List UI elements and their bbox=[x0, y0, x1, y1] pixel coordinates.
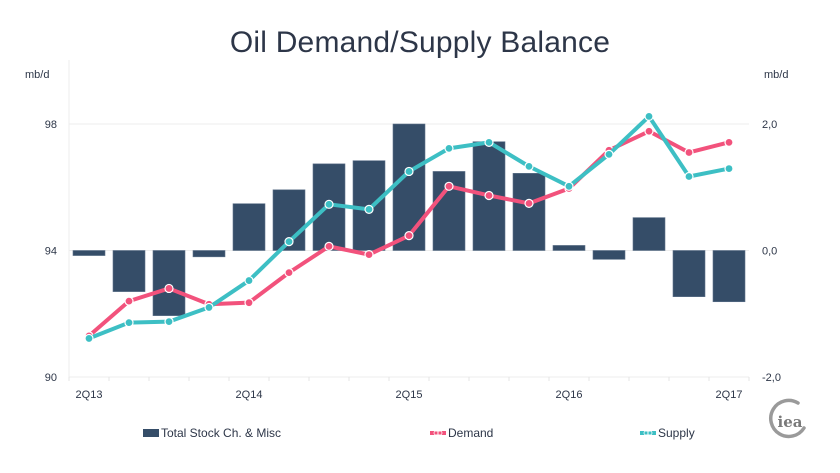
supply-point bbox=[324, 199, 334, 209]
line-series bbox=[84, 111, 734, 344]
demand-point bbox=[244, 298, 254, 308]
supply-point bbox=[404, 166, 414, 177]
supply-point bbox=[124, 318, 134, 328]
legend-label-supply: Supply bbox=[658, 426, 695, 440]
legend-label-demand: Demand bbox=[448, 426, 494, 440]
demand-point bbox=[164, 283, 174, 294]
x-tick-label: 2Q16 bbox=[556, 389, 583, 401]
bar bbox=[152, 250, 186, 316]
bar bbox=[672, 250, 706, 297]
supply-point bbox=[644, 111, 654, 122]
demand-point bbox=[724, 137, 734, 147]
supply-point bbox=[164, 317, 174, 327]
demand-point bbox=[284, 268, 294, 278]
legend-item-demand[interactable]: Demand bbox=[430, 426, 493, 440]
y-left-tick-label: 94 bbox=[45, 246, 57, 258]
demand-point bbox=[404, 231, 414, 241]
left-axis-unit: mb/d bbox=[25, 69, 50, 81]
bar bbox=[112, 250, 146, 292]
legend-swatch-demand bbox=[430, 426, 446, 440]
legend-label-stock: Total Stock Ch. & Misc bbox=[161, 426, 282, 440]
supply-point bbox=[284, 237, 294, 247]
y-left-tick-label: 90 bbox=[45, 372, 57, 384]
bar-series bbox=[72, 123, 746, 316]
supply-point bbox=[564, 181, 574, 191]
demand-point bbox=[684, 147, 694, 158]
iea-logo: iea bbox=[769, 398, 806, 439]
bar bbox=[552, 245, 586, 251]
x-tick-label: 2Q15 bbox=[396, 389, 423, 401]
supply-point bbox=[444, 143, 454, 153]
supply-point bbox=[204, 302, 214, 313]
demand-point bbox=[124, 296, 134, 306]
axes: 90 94 98 -2,0 0,0 2,0 2Q13 2Q14 2Q15 2Q16 2Q17 bbox=[45, 60, 781, 401]
supply-point bbox=[244, 275, 254, 286]
legend-swatch-supply bbox=[640, 426, 656, 440]
demand-point bbox=[324, 241, 334, 251]
bar bbox=[592, 250, 626, 260]
supply-point bbox=[364, 204, 374, 214]
x-tick-label: 2Q13 bbox=[76, 389, 103, 401]
bar bbox=[192, 250, 226, 258]
y-right-tick-label: 0,0 bbox=[762, 246, 777, 258]
y-left-tick-label: 98 bbox=[45, 119, 57, 131]
demand-point bbox=[524, 198, 534, 208]
y-right-tick-label: -2,0 bbox=[762, 372, 781, 384]
supply-point bbox=[724, 163, 734, 174]
right-axis-unit: mb/d bbox=[764, 69, 789, 81]
x-tick-label: 2Q14 bbox=[236, 389, 263, 401]
bar bbox=[632, 217, 666, 251]
x-tick-label: 2Q17 bbox=[716, 389, 743, 401]
bar bbox=[392, 123, 426, 251]
demand-point bbox=[364, 250, 374, 260]
y-right-tick-label: 2,0 bbox=[762, 119, 777, 131]
demand-point bbox=[644, 126, 654, 136]
demand-point bbox=[444, 181, 454, 191]
bar bbox=[232, 203, 266, 251]
demand-point bbox=[484, 190, 494, 201]
bar bbox=[432, 171, 466, 251]
bar bbox=[712, 250, 746, 303]
bar bbox=[512, 173, 546, 251]
bar bbox=[72, 250, 106, 256]
supply-point bbox=[84, 333, 94, 344]
legend-swatch-bar bbox=[143, 429, 159, 437]
supply-point bbox=[684, 171, 694, 182]
legend-item-supply[interactable]: Supply bbox=[640, 426, 695, 440]
chart-title: Oil Demand/Supply Balance bbox=[229, 26, 611, 59]
supply-point bbox=[604, 149, 614, 159]
legend-item-stock[interactable]: Total Stock Ch. & Misc bbox=[143, 426, 281, 440]
supply-point bbox=[484, 137, 494, 147]
supply-point bbox=[524, 161, 534, 171]
logo-text: iea bbox=[778, 413, 803, 431]
